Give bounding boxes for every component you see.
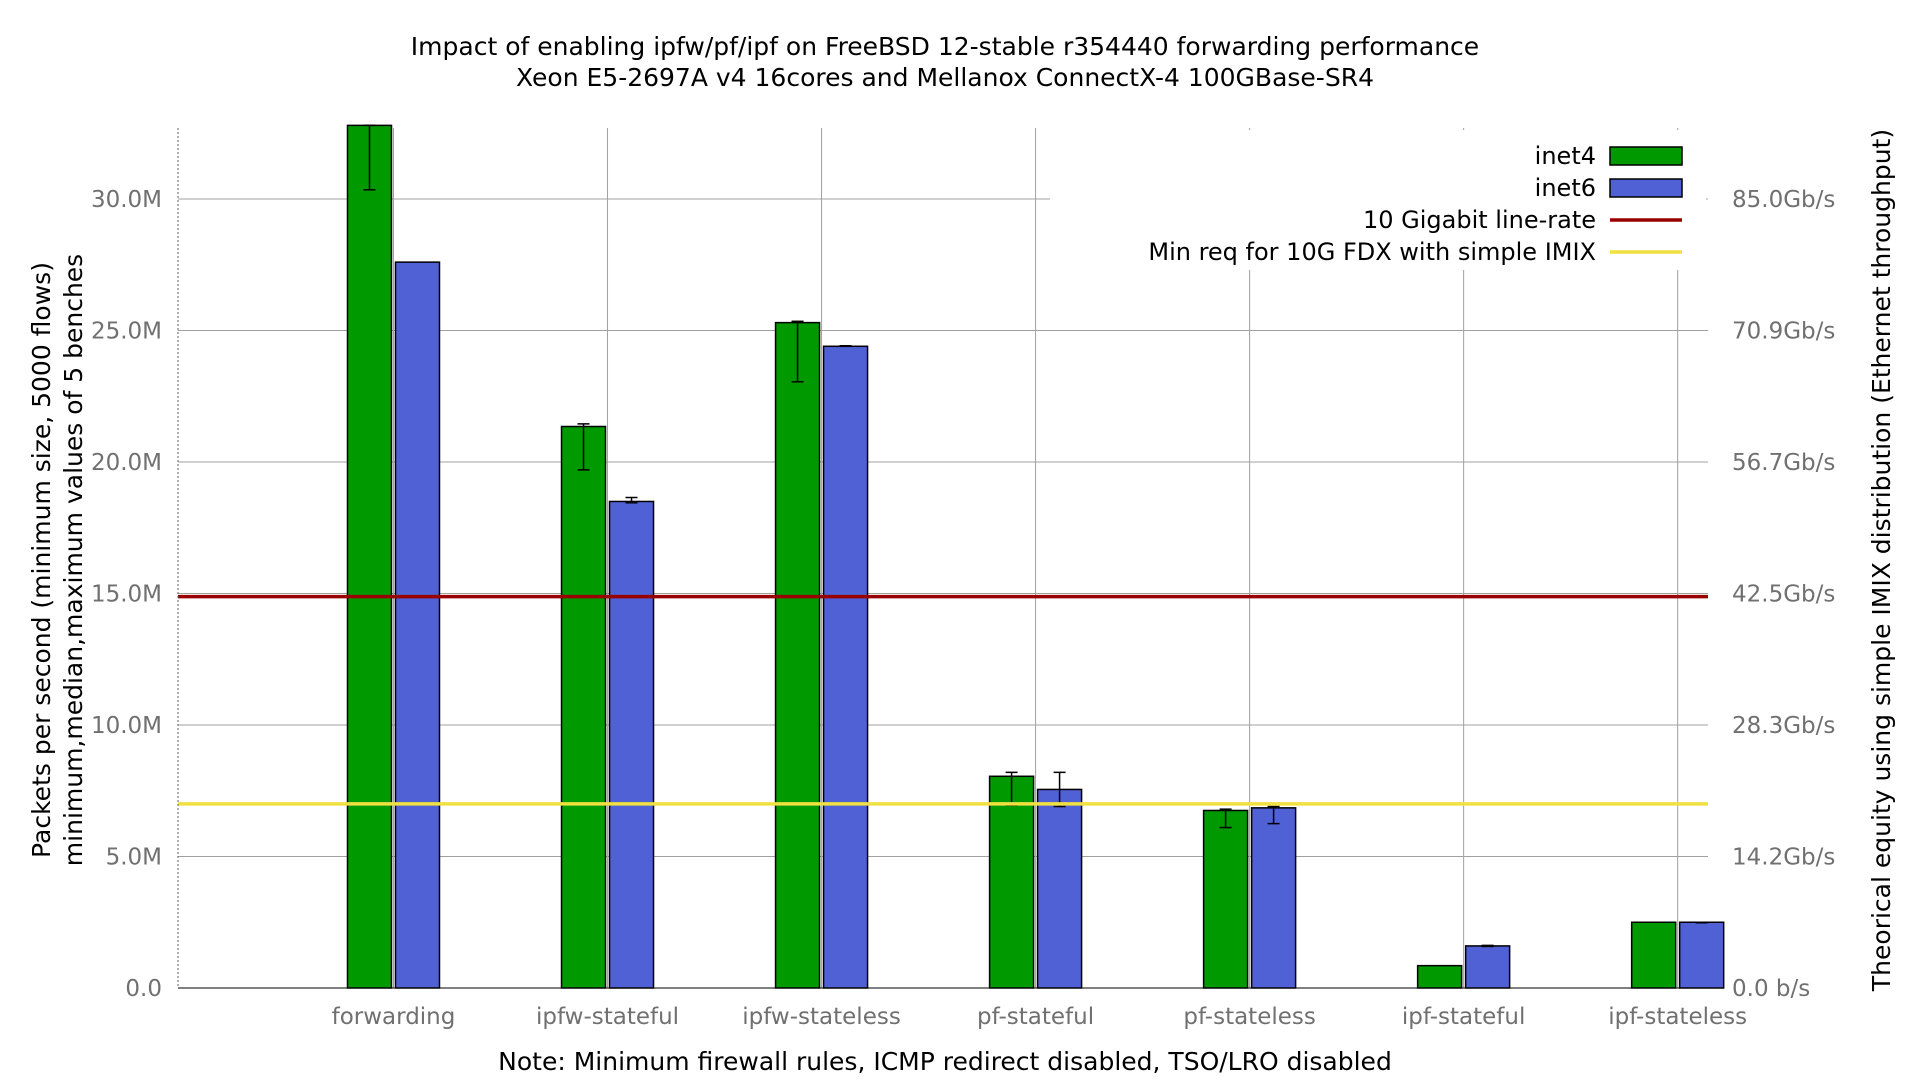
y2-tick-label: 14.2Gb/s bbox=[1732, 845, 1835, 871]
reference-lines bbox=[178, 594, 1708, 806]
x-tick-label: ipfw-stateless bbox=[742, 1004, 901, 1030]
legend-background bbox=[1050, 130, 1706, 270]
legend: inet4 inet6 10 Gigabit line-rate Min req fo… bbox=[1050, 130, 1706, 270]
bar-inet4-ipf-stateless bbox=[1630, 921, 1677, 989]
bar-inet6-forwarding bbox=[394, 261, 441, 989]
bar-inet4-pf-stateful bbox=[988, 775, 1035, 989]
error-bars bbox=[363, 124, 1708, 948]
x-tick-label: pf-stateless bbox=[1183, 1004, 1316, 1030]
bars bbox=[346, 124, 1725, 989]
bar-inet6-pf-stateless bbox=[1250, 807, 1297, 989]
y2-tick-label: 0.0 b/s bbox=[1732, 976, 1810, 1002]
bar-inet6-ipfw-stateful bbox=[608, 500, 655, 989]
legend-swatch bbox=[1609, 146, 1683, 166]
legend-label: inet4 bbox=[1535, 142, 1596, 170]
x-tick-label: forwarding bbox=[332, 1004, 456, 1030]
y-tick-label: 10.0M bbox=[91, 713, 162, 739]
bar-inet6-ipf-stateless bbox=[1678, 921, 1725, 989]
x-tick-label: ipf-stateless bbox=[1608, 1004, 1747, 1030]
y-tick-label: 15.0M bbox=[91, 582, 162, 608]
y2-tick-label: 85.0Gb/s bbox=[1732, 187, 1835, 213]
chart-title: Impact of enabling ipfw/pf/ipf on FreeBS… bbox=[411, 32, 1479, 61]
y2-tick-label: 42.5Gb/s bbox=[1732, 582, 1835, 608]
y2-axis-label: Theorical equity using simple IMIX distr… bbox=[1867, 129, 1896, 992]
bar-inet4-ipfw-stateful bbox=[560, 425, 607, 989]
bar-inet6-ipfw-stateless bbox=[822, 345, 869, 989]
chart-subtitle: Xeon E5-2697A v4 16cores and Mellanox Co… bbox=[516, 63, 1374, 92]
x-tick-label: pf-stateful bbox=[977, 1004, 1094, 1030]
legend-swatch bbox=[1609, 178, 1683, 198]
y-tick-label: 5.0M bbox=[106, 845, 162, 871]
bar-inet4-ipfw-stateless bbox=[774, 321, 821, 989]
axes bbox=[177, 128, 1708, 989]
x-tick-label: ipfw-stateful bbox=[536, 1004, 679, 1030]
y-axis-label: Packets per second (minimum size, 5000 f… bbox=[27, 262, 56, 858]
x-axis-label: Note: Minimum firewall rules, ICMP redir… bbox=[498, 1047, 1392, 1076]
y2-tick-label: 70.9Gb/s bbox=[1732, 319, 1835, 345]
legend-label: inet6 bbox=[1535, 174, 1596, 202]
y-tick-label: 25.0M bbox=[91, 319, 162, 345]
y-tick-label: 20.0M bbox=[91, 450, 162, 476]
y2-tick-label: 28.3Gb/s bbox=[1732, 713, 1835, 739]
legend-label: 10 Gigabit line-rate bbox=[1363, 206, 1596, 234]
bar-inet6-pf-stateful bbox=[1036, 788, 1083, 989]
y-tick-label: 0.0 bbox=[125, 976, 162, 1002]
x-tick-label: ipf-stateful bbox=[1402, 1004, 1525, 1030]
bar-inet6-ipf-stateful bbox=[1464, 945, 1511, 989]
bar-inet4-forwarding bbox=[346, 124, 393, 989]
y2-tick-label: 56.7Gb/s bbox=[1732, 450, 1835, 476]
y-tick-label: 30.0M bbox=[91, 187, 162, 213]
y-axis-label-secondary: minimum,median,maximum values of 5 bench… bbox=[59, 254, 88, 866]
bar-inet4-ipf-stateful bbox=[1416, 964, 1463, 989]
legend-label: Min req for 10G FDX with simple IMIX bbox=[1148, 238, 1596, 266]
bar-inet4-pf-stateless bbox=[1202, 809, 1249, 989]
tick-labels: 0.0 5.0M 10.0M 15.0M 20.0M 25.0M 30.0M 0.0 b/s 1… bbox=[91, 187, 1835, 1030]
